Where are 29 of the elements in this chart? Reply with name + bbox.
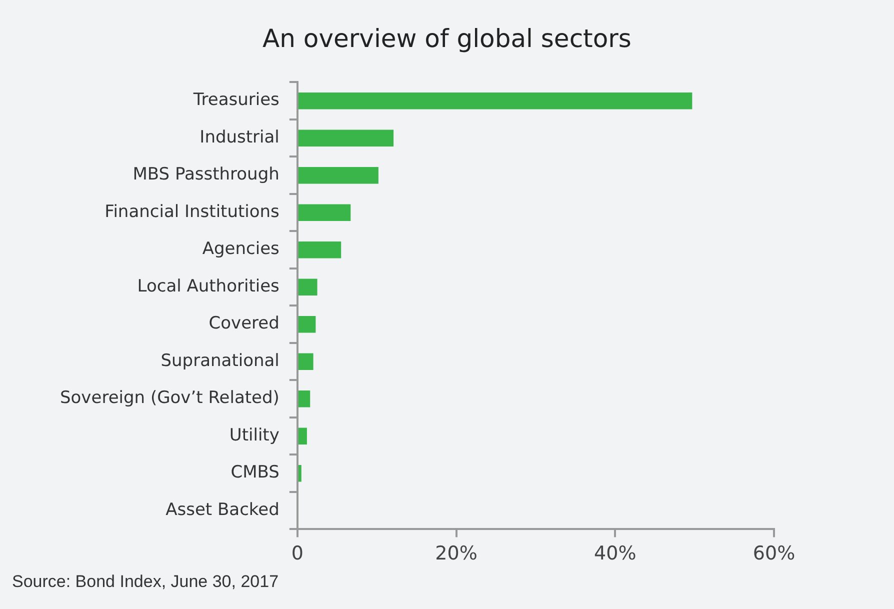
bar [298, 316, 316, 333]
bar [298, 278, 318, 296]
y-tick-label: CMBS [230, 462, 280, 483]
y-tick-label: Supranational [160, 350, 280, 371]
bar [298, 241, 342, 258]
y-tick-label: Industrial [200, 127, 280, 148]
y-tick-label: Sovereign (Gov’t Related) [60, 388, 280, 408]
x-tick-label: 40% [594, 542, 636, 565]
y-tick-label: Covered [208, 314, 280, 334]
bar [298, 204, 351, 221]
source-note: Source: Bond Index, June 30, 2017 [12, 572, 279, 592]
chart-title: An overview of global sectors [262, 24, 632, 53]
bar [298, 464, 302, 482]
y-tick-label: Local Authorities [137, 276, 280, 296]
bar [298, 166, 378, 184]
bar [298, 428, 307, 444]
x-tick-label: 60% [752, 542, 796, 565]
bar [298, 130, 394, 146]
x-tick-label: 0 [291, 542, 304, 565]
bar [298, 353, 314, 370]
y-tick-label: Utility [229, 425, 280, 446]
y-tick-label: MBS Passthrough [132, 164, 280, 185]
y-tick-label: Treasuries [192, 90, 280, 110]
bar [298, 92, 692, 110]
y-tick-label: Asset Backed [166, 500, 280, 520]
x-tick-label: 20% [435, 542, 478, 565]
bar [298, 390, 310, 408]
y-tick-label: Financial Institutions [104, 202, 280, 222]
y-tick-label: Agencies [202, 239, 280, 260]
